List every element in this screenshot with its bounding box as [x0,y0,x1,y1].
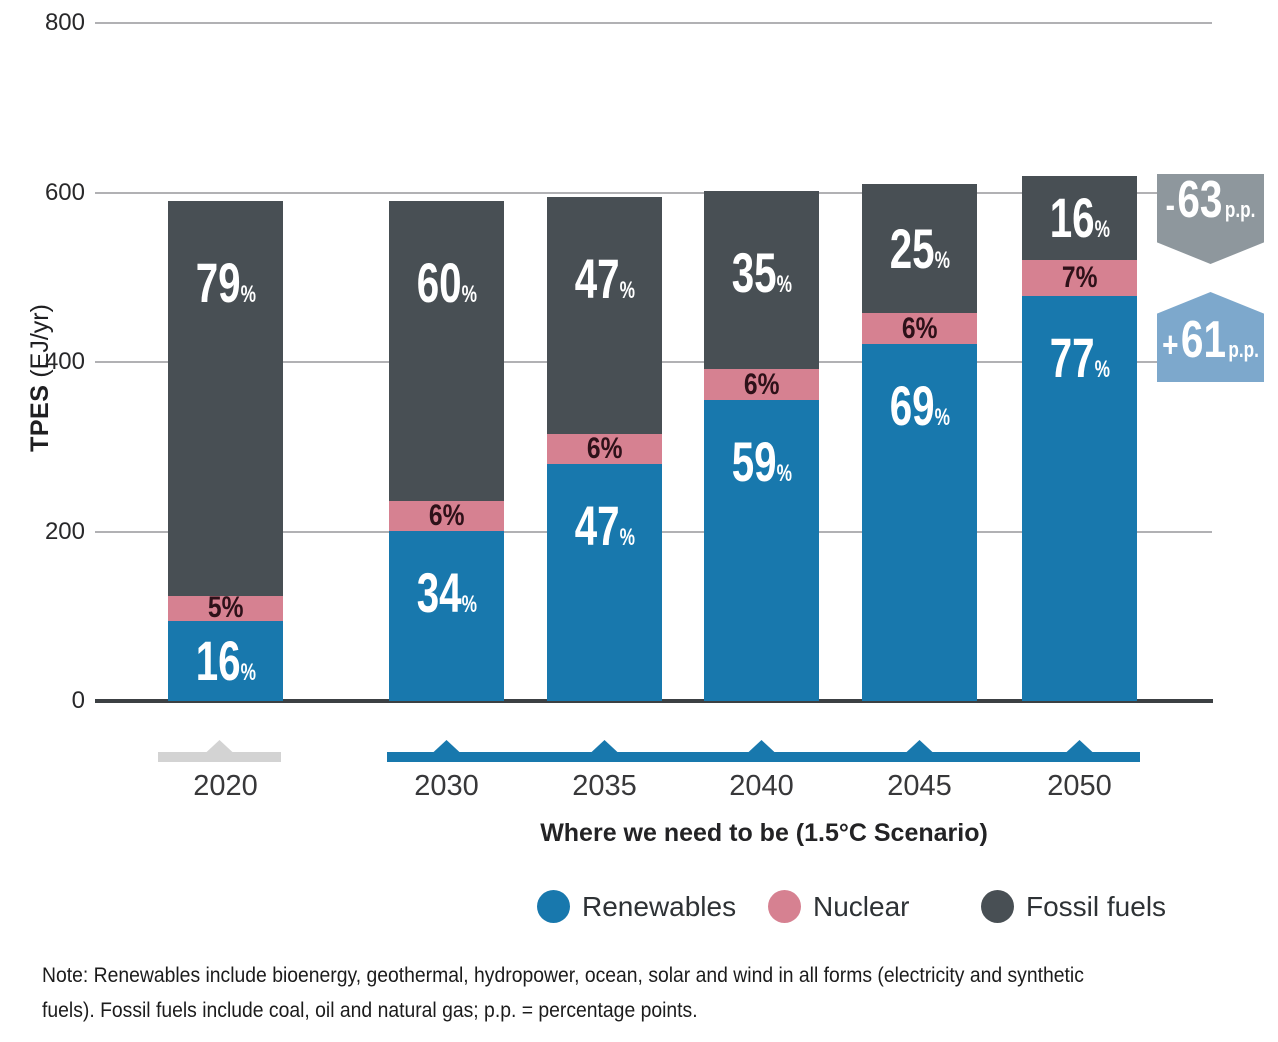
bar-segment-nuclear-2045 [862,313,977,345]
scenario-underline [387,752,1140,762]
legend-swatch-renewables [537,890,570,923]
segment-label-fossil-fuels-2030: 60% [416,250,477,314]
segment-label-fossil-fuels-2050: 16% [1049,185,1110,249]
x-axis-label-2045: 2045 [887,770,952,802]
x-axis-label-2050: 2050 [1047,770,1112,802]
bar-2050: 77% 7% 16% [1022,175,1137,701]
bar-segment-renewables-2030 [389,530,504,701]
segment-label-nuclear-2045: 6% [901,311,938,345]
x-axis-line [95,699,1213,703]
legend-label: Fossil fuels [1026,891,1167,922]
scenario-caption: Where we need to be (1.5°C Scenario) [540,819,988,847]
y-axis-title-bold: TPES [26,384,54,452]
bar-segment-fossil-fuels-2050 [1022,175,1137,260]
scenario-marker-triangle-2035 [590,740,619,753]
x-axis-label-2020: 2020 [193,770,258,802]
segment-label-renewables-2040: 59% [731,429,792,493]
y-tick-label-200: 200 [44,517,85,545]
segment-label-fossil-fuels-2035: 47% [574,246,635,310]
segment-label-renewables-2050: 77% [1049,326,1110,390]
bar-segment-fossil-fuels-2030 [389,200,504,501]
x-axis-label-2040: 2040 [729,770,794,802]
segment-label-renewables-2035: 47% [574,493,635,557]
scenario-marker-triangle-2050 [1065,740,1094,753]
bar-segment-fossil-fuels-2045 [862,184,977,314]
legend-label: Nuclear [813,891,910,922]
segment-label-fossil-fuels-2020: 79% [195,250,256,314]
bar-2045: 69% 6% 25% [862,184,977,701]
pp-change-badge-down: -63 p.p. [1157,174,1264,264]
segment-label-nuclear-2035: 6% [586,431,623,465]
bar-segment-renewables-2035 [547,463,662,701]
scenario-marker-triangle-2045 [905,740,934,753]
segment-label-nuclear-2030: 6% [428,498,465,532]
bar-segment-renewables-2040 [704,399,819,701]
y-tick-label-800: 800 [44,9,85,36]
legend-label: Renewables [582,891,737,922]
x-axis-label-2035: 2035 [572,770,637,802]
historical-marker-triangle [205,740,234,753]
gridline-600 [95,191,1157,194]
segment-label-renewables-2030: 34% [416,560,477,624]
legend-item-fossil-fuels: Fossil fuels [981,890,1166,923]
bar-segment-nuclear-2050 [1022,259,1137,297]
legend-item-renewables: Renewables [537,890,736,923]
historical-underline [158,752,281,762]
legend-item-nuclear: Nuclear [768,890,909,923]
legend-swatch-fossil-fuels [981,890,1014,923]
bar-segment-fossil-fuels-2020 [168,200,283,596]
footnote-line-2: fuels). Fossil fuels include coal, oil a… [42,998,698,1022]
gridline-800 [95,22,1212,24]
bar-segment-renewables-2020 [168,620,283,701]
bar-segment-fossil-fuels-2040 [704,190,819,370]
bar-segment-nuclear-2035 [547,433,662,464]
bar-segment-nuclear-2040 [704,369,819,400]
bar-2030: 34% 6% 60% [389,200,504,701]
bar-segment-renewables-2050 [1022,296,1137,701]
footnote-line-1: Note: Renewables include bioenergy, geot… [42,963,1084,987]
bar-segment-fossil-fuels-2035 [547,196,662,434]
y-tick-label-0: 0 [71,687,85,714]
segment-label-fossil-fuels-2045: 25% [889,216,950,280]
segment-label-renewables-2020: 16% [195,628,256,692]
scenario-marker-triangle-2030 [432,740,461,753]
segment-label-fossil-fuels-2040: 35% [731,240,792,304]
scenario-marker-triangle-2040 [747,740,776,753]
segment-label-nuclear-2020: 5% [207,591,244,625]
segment-label-nuclear-2040: 6% [743,367,780,401]
pp-change-badge-up: +61 p.p. [1157,292,1264,382]
bar-segment-nuclear-2020 [168,595,283,621]
pp-change-badge-text: +61 p.p. [1162,311,1259,369]
bar-2040: 59% 6% 35% [704,190,819,701]
bar-2035: 47% 6% 47% [547,196,662,701]
footnote: Note: Renewables include bioenergy, geot… [42,958,1212,1028]
y-axis-title: TPES (EJ/yr) [25,248,55,508]
segment-label-nuclear-2050: 7% [1061,261,1098,294]
segment-label-renewables-2045: 69% [889,374,950,438]
bar-segment-renewables-2045 [862,344,977,701]
y-tick-label-400: 400 [44,348,85,375]
x-axis-label-2030: 2030 [414,770,479,802]
legend-swatch-nuclear [768,890,801,923]
bar-2020: 16% 5% 79% [168,200,283,701]
y-tick-label-600: 600 [44,178,85,206]
pp-change-badge-text: -63 p.p. [1165,171,1256,229]
bar-segment-nuclear-2030 [389,500,504,531]
